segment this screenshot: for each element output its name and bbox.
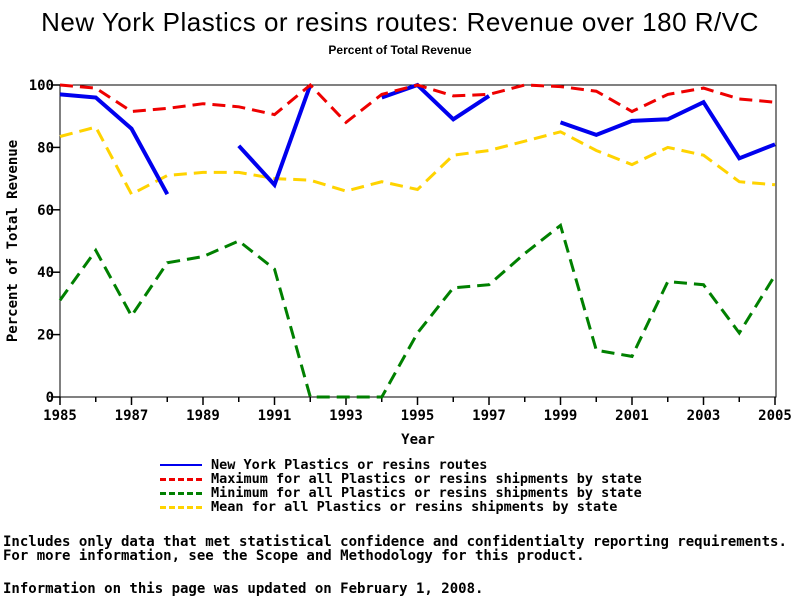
x-tick-label: 1987 [115, 408, 149, 424]
x-axis: 1985 1987 1989 1991 1993 1995 1997 1999 2001 2003… [43, 397, 792, 424]
x-tick-label: 1993 [329, 408, 363, 424]
legend-label: Maximum for all Plastics or resins shipm… [211, 471, 642, 487]
x-tick-label: 1999 [544, 408, 578, 424]
legend-label: New York Plastics or resins routes [211, 457, 488, 473]
x-tick-label: 2003 [687, 408, 721, 424]
legend-label: Minimum for all Plastics or resins shipm… [211, 485, 642, 501]
x-tick-label: 1991 [258, 408, 292, 424]
x-tick-label: 1995 [401, 408, 435, 424]
x-tick-label: 1997 [472, 408, 506, 424]
x-axis-title: Year [401, 432, 435, 448]
legend-line-sample-mean [160, 505, 202, 509]
x-tick-label: 2005 [758, 408, 792, 424]
legend-item-new-york: New York Plastics or resins routes [160, 458, 642, 472]
y-tick-label: 80 [37, 140, 54, 156]
legend-line-sample-maximum [160, 477, 202, 481]
series-line-maximum [59, 82, 776, 125]
legend-item-maximum: Maximum for all Plastics or resins shipm… [160, 472, 642, 486]
series-line-new-york [59, 82, 776, 196]
y-tick-label: 40 [37, 265, 54, 281]
footnote-confidentiality: Includes only data that met statistical … [3, 534, 787, 550]
chart-subtitle: Percent of Total Revenue [328, 43, 472, 57]
series-line-minimum [58, 222, 777, 399]
chart-legend: New York Plastics or resins routes Maxim… [160, 458, 642, 514]
legend-line-sample-minimum [160, 491, 202, 495]
y-tick-label: 0 [46, 390, 54, 406]
legend-item-minimum: Minimum for all Plastics or resins shipm… [160, 486, 642, 500]
x-tick-label: 1989 [186, 408, 220, 424]
footnote-methodology: For more information, see the Scope and … [3, 548, 585, 564]
plot-area: 0 20 40 60 80 100 1985 1987 1989 1991 1993 1995 1997… [5, 78, 792, 448]
x-tick-label: 1985 [43, 408, 77, 424]
chart-title: New York Plastics or resins routes: Reve… [41, 7, 759, 37]
legend-line-sample-new-york [160, 464, 202, 466]
y-tick-label: 20 [37, 328, 54, 344]
footnote-updated-date: Information on this page was updated on … [3, 581, 484, 597]
plot-frame [59, 84, 777, 398]
y-tick-label: 60 [37, 203, 54, 219]
y-axis: 0 20 40 60 80 100 [29, 78, 60, 406]
y-tick-label: 100 [29, 78, 54, 94]
y-axis-title: Percent of Total Revenue [5, 140, 21, 342]
legend-item-mean: Mean for all Plastics or resins shipment… [160, 500, 642, 514]
legend-label: Mean for all Plastics or resins shipment… [211, 499, 618, 515]
series-line-mean [59, 125, 776, 197]
x-tick-label: 2001 [615, 408, 649, 424]
